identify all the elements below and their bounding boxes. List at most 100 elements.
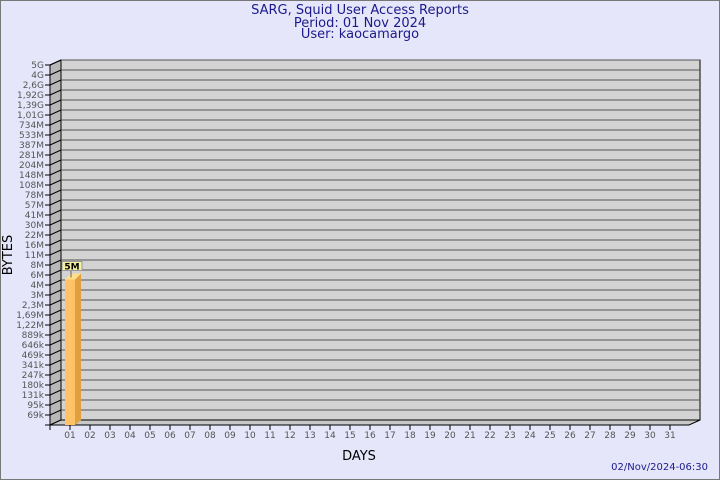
chart-title: SARG, Squid User Access Reports <box>251 3 469 18</box>
gridline-side <box>49 179 62 186</box>
gridline-side <box>49 269 62 276</box>
x-tick-label: 28 <box>604 431 616 441</box>
x-tick-label: 15 <box>344 431 355 441</box>
x-tick-label: 31 <box>664 431 675 441</box>
y-tick-label: 8M <box>31 261 45 271</box>
x-axis-label: DAYS <box>342 449 376 464</box>
generated-timestamp: 02/Nov/2024-06:30 <box>611 462 708 473</box>
y-axis-label: BYTES <box>1 235 16 276</box>
x-tick-label: 25 <box>544 431 555 441</box>
y-tick-label: 148M <box>19 171 44 181</box>
x-tick-label: 26 <box>564 431 576 441</box>
gridline-side <box>49 149 62 156</box>
y-tick-label: 533M <box>19 131 44 141</box>
bar-top <box>65 273 81 280</box>
y-tick-label: 247k <box>22 371 45 381</box>
gridline-side <box>49 289 62 296</box>
x-tick-label: 30 <box>644 431 656 441</box>
gridline-side <box>49 259 62 266</box>
y-tick-label: 341k <box>22 361 45 371</box>
x-tick-label: 16 <box>364 431 376 441</box>
y-tick-label: 6M <box>31 271 45 281</box>
y-tick-label: 1,22M <box>16 321 44 331</box>
x-tick-label: 19 <box>424 431 436 441</box>
y-tick-label: 22M <box>25 231 44 241</box>
y-tick-label: 57M <box>25 201 44 211</box>
x-tick-label: 05 <box>144 431 155 441</box>
y-tick-label: 131k <box>22 391 45 401</box>
y-tick-label: 180k <box>22 381 45 391</box>
gridline-side <box>49 369 62 376</box>
gridline-side <box>49 229 62 236</box>
y-tick-label: 1,39G <box>17 101 44 111</box>
gridline-side <box>49 239 62 246</box>
y-tick-label: 4M <box>31 281 45 291</box>
y-tick-label: 1,92G <box>17 91 44 101</box>
x-tick-label: 10 <box>244 431 256 441</box>
gridline-side <box>49 129 62 136</box>
x-tick-label: 22 <box>484 431 495 441</box>
gridline-side <box>49 389 62 396</box>
y-tick-label: 469k <box>22 351 45 361</box>
x-tick-label: 13 <box>304 431 315 441</box>
x-tick-label: 11 <box>264 431 275 441</box>
data-label-box <box>61 260 83 271</box>
y-tick-label: 2,3M <box>22 301 44 311</box>
y-tick-label: 108M <box>19 181 44 191</box>
y-tick-label: 204M <box>19 161 44 171</box>
x-tick-label: 24 <box>524 431 536 441</box>
y-tick-label: 5G <box>31 61 44 71</box>
gridline-side <box>49 79 62 86</box>
gridline-side <box>49 359 62 366</box>
gridline-side <box>49 349 62 356</box>
y-tick-label: 78M <box>25 191 44 201</box>
gridline-side <box>49 329 62 336</box>
gridline-side <box>49 319 62 326</box>
data-label: 5M <box>64 262 79 272</box>
gridline-side <box>49 109 62 116</box>
bar-side <box>75 273 81 425</box>
y-tick-label: 4G <box>31 71 44 81</box>
y-tick-label: 387M <box>19 141 44 151</box>
y-tick-label: 3M <box>31 291 45 301</box>
y-tick-label: 2,6G <box>23 81 44 91</box>
x-tick-label: 02 <box>84 431 95 441</box>
x-tick-label: 20 <box>444 431 456 441</box>
x-tick-label: 12 <box>284 431 295 441</box>
y-tick-label: 734M <box>19 121 44 131</box>
y-tick-label: 281M <box>19 151 44 161</box>
y-tick-label: 11M <box>25 251 44 261</box>
y-tick-label: 95k <box>27 401 44 411</box>
gridline-side <box>49 189 62 196</box>
chart-user: User: kaocamargo <box>300 27 420 42</box>
gridline-side <box>49 209 62 216</box>
bar-day-01 <box>65 279 75 425</box>
gridline-side <box>49 409 62 416</box>
gridline-side <box>49 169 62 176</box>
x-tick-label: 17 <box>384 431 395 441</box>
x-tick-label: 09 <box>224 431 236 441</box>
gridline-side <box>49 219 62 226</box>
x-tick-label: 07 <box>184 431 195 441</box>
y-tick-label: 16M <box>25 241 44 251</box>
plot-floor <box>49 419 701 426</box>
gridline-side <box>49 299 62 306</box>
gridline-side <box>49 89 62 96</box>
gridline-side <box>49 159 62 166</box>
x-tick-label: 14 <box>324 431 336 441</box>
gridline-side <box>49 249 62 256</box>
x-tick-label: 18 <box>404 431 416 441</box>
gridline-side <box>49 379 62 386</box>
x-tick-label: 06 <box>164 431 176 441</box>
y-tick-label: 889k <box>22 331 45 341</box>
x-tick-label: 08 <box>204 431 216 441</box>
x-tick-label: 04 <box>124 431 136 441</box>
gridline-side <box>49 279 62 286</box>
gridline-side <box>49 119 62 126</box>
gridline-side <box>49 199 62 206</box>
gridline-side <box>49 69 62 76</box>
x-tick-label: 23 <box>504 431 515 441</box>
x-tick-label: 27 <box>584 431 595 441</box>
x-tick-label: 29 <box>624 431 636 441</box>
